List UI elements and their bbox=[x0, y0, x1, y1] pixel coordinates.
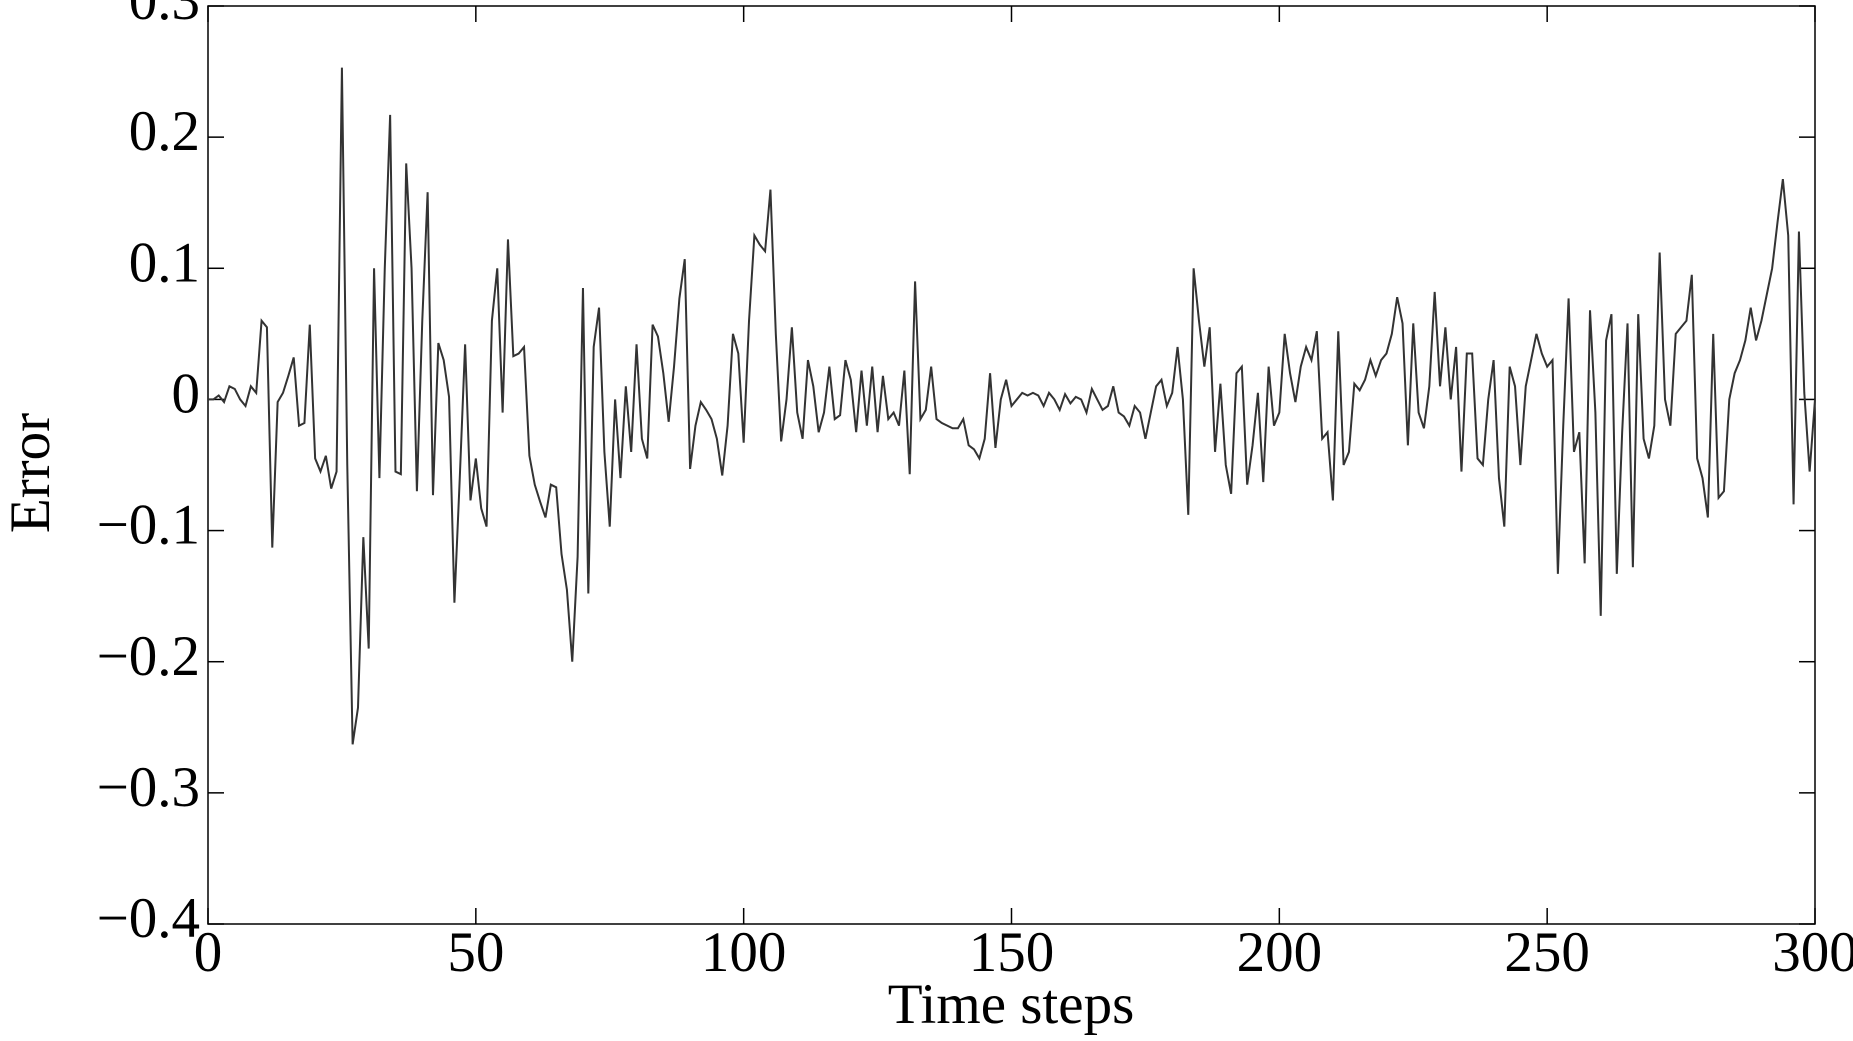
y-tick-label: −0.3 bbox=[97, 756, 200, 819]
y-tick-label: 0.1 bbox=[129, 231, 200, 294]
y-tick-label: −0.1 bbox=[97, 494, 200, 557]
x-tick-label: 100 bbox=[701, 921, 787, 984]
y-tick-label: 0 bbox=[172, 363, 201, 426]
plot-frame bbox=[207, 5, 1816, 925]
y-tick-label: 0.2 bbox=[129, 100, 200, 163]
y-tick-label: −0.2 bbox=[97, 625, 200, 688]
x-axis-label: Time steps bbox=[888, 973, 1135, 1036]
x-tick-label: 50 bbox=[447, 921, 504, 984]
data-line bbox=[208, 67, 1816, 745]
x-tick-label: 200 bbox=[1237, 921, 1323, 984]
y-tick-label: −0.4 bbox=[97, 887, 200, 950]
y-axis-label: Error bbox=[0, 413, 62, 533]
y-tick-label: 0.3 bbox=[129, 0, 200, 32]
x-tick-label: 150 bbox=[969, 921, 1055, 984]
x-tick-label: 0 bbox=[194, 921, 223, 984]
x-tick-label: 300 bbox=[1772, 921, 1853, 984]
x-tick-label: 250 bbox=[1504, 921, 1590, 984]
